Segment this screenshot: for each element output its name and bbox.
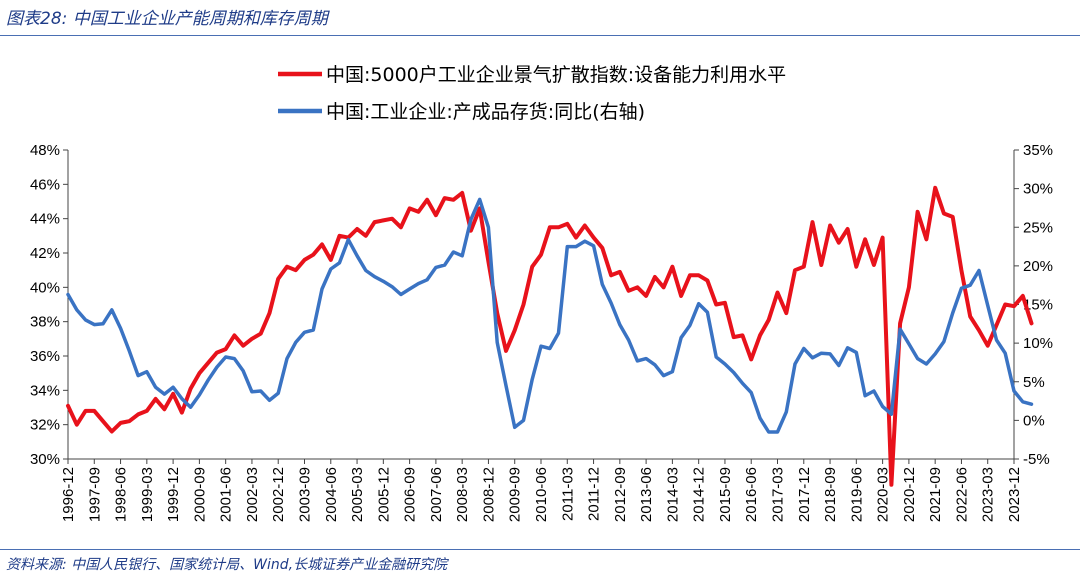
- x-tick-label: 2017-03: [770, 467, 787, 522]
- x-tick-label: 2005-12: [375, 467, 392, 522]
- y-right-tick-label: 5%: [1023, 374, 1045, 391]
- y-left-tick-label: 40%: [30, 279, 60, 296]
- x-tick-label: 2023-12: [1006, 467, 1023, 522]
- x-tick-label: 2022-06: [953, 467, 970, 522]
- x-tick-label: 2002-12: [270, 467, 287, 522]
- x-tick-label: 2023-03: [980, 467, 997, 522]
- y-right-tick-label: 25%: [1023, 219, 1053, 236]
- x-tick-label: 1999-12: [165, 467, 182, 522]
- title-rule: [0, 35, 1080, 36]
- x-tick-label: 1997-09: [86, 467, 103, 522]
- x-tick-label: 2015-09: [717, 467, 734, 522]
- y-left-tick-label: 30%: [30, 451, 60, 468]
- x-tick-label: 2001-06: [218, 467, 235, 522]
- x-tick-label: 2005-03: [349, 467, 366, 522]
- y-right-tick-label: 30%: [1023, 181, 1053, 198]
- x-tick-label: 2016-06: [743, 467, 760, 522]
- x-tick-label: 2021-09: [927, 467, 944, 522]
- x-tick-label: 2010-06: [533, 467, 550, 522]
- x-tick-label: 2007-06: [428, 467, 445, 522]
- x-tick-label: 2008-03: [454, 467, 471, 522]
- source-rule: [0, 549, 1080, 550]
- chart-series-layer: [66, 185, 1034, 487]
- x-tick-label: 2014-03: [664, 467, 681, 522]
- x-tick-label: 2014-12: [691, 467, 708, 522]
- x-tick-label: 1996-12: [60, 467, 77, 522]
- series-line-2: [66, 197, 1034, 434]
- figure-title: 图表28: 中国工业企业产能周期和库存周期: [6, 9, 328, 29]
- x-tick-label: 2002-03: [244, 467, 261, 522]
- y-left-tick-label: 48%: [30, 142, 60, 159]
- x-tick-label: 2004-06: [323, 467, 340, 522]
- y-left-tick-label: 32%: [30, 417, 60, 434]
- series-line-1: [66, 185, 1034, 487]
- figure-source: 资料来源: 中国人民银行、国家统计局、Wind,长城证券产业金融研究院: [6, 557, 448, 573]
- x-tick-label: 2003-09: [297, 467, 314, 522]
- y-left-tick-label: 34%: [30, 382, 60, 399]
- y-right-tick-label: 20%: [1023, 258, 1053, 275]
- x-tick-label: 2012-09: [612, 467, 629, 522]
- x-tick-label: 2011-03: [559, 467, 576, 521]
- x-tick-label: 2013-06: [638, 467, 655, 522]
- x-tick-label: 2018-09: [822, 467, 839, 522]
- y-left-tick-label: 44%: [30, 211, 60, 228]
- x-tick-label: 2000-09: [191, 467, 208, 522]
- x-tick-label: 2011-12: [586, 467, 603, 521]
- x-tick-label: 1998-06: [113, 467, 130, 522]
- legend-label-series-1: 中国:5000户工业企业景气扩散指数:设备能力利用水平: [326, 64, 786, 86]
- x-tick-label: 2020-12: [901, 467, 918, 522]
- y-left-tick-label: 36%: [30, 348, 60, 365]
- chart-legend: 中国:5000户工业企业景气扩散指数:设备能力利用水平 中国:工业企业:产成品存…: [278, 64, 786, 123]
- y-left-tick-label: 46%: [30, 176, 60, 193]
- y-left-tick-label: 38%: [30, 314, 60, 331]
- y-right-tick-label: 10%: [1023, 335, 1053, 352]
- y-right-tick-label: -5%: [1023, 451, 1050, 468]
- legend-label-series-2: 中国:工业企业:产成品存货:同比(右轴): [326, 101, 645, 123]
- x-tick-label: 2017-12: [796, 467, 813, 522]
- y-right-tick-label: 0%: [1023, 412, 1045, 429]
- y-right-tick-label: 15%: [1023, 297, 1053, 314]
- y-right-tick-label: 35%: [1023, 142, 1053, 159]
- x-tick-label: 2006-09: [402, 467, 419, 522]
- x-tick-label: 2019-06: [848, 467, 865, 522]
- x-tick-label: 2020-03: [875, 467, 892, 522]
- x-tick-label: 2008-12: [480, 467, 497, 522]
- x-tick-label: 2009-09: [507, 467, 524, 522]
- chart-axes: 30% 32% 34% 36% 38% 40% 42% 44% 46% 48% -5% 0% 5% 10%…: [30, 142, 1053, 522]
- x-tick-label: 1999-03: [139, 467, 156, 522]
- y-left-tick-label: 42%: [30, 245, 60, 262]
